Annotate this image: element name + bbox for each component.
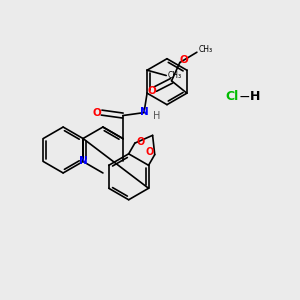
Text: O: O	[145, 147, 154, 157]
Text: H: H	[153, 111, 160, 121]
Text: O: O	[179, 55, 188, 64]
Text: CH₃: CH₃	[199, 45, 213, 54]
Text: H: H	[250, 91, 261, 103]
Text: Cl: Cl	[226, 91, 239, 103]
Text: O: O	[136, 136, 144, 147]
Text: −: −	[239, 90, 250, 104]
Text: N: N	[79, 157, 87, 166]
Text: CH₃: CH₃	[167, 71, 182, 80]
Text: O: O	[148, 85, 156, 95]
Text: N: N	[140, 107, 149, 117]
Text: O: O	[93, 108, 102, 118]
